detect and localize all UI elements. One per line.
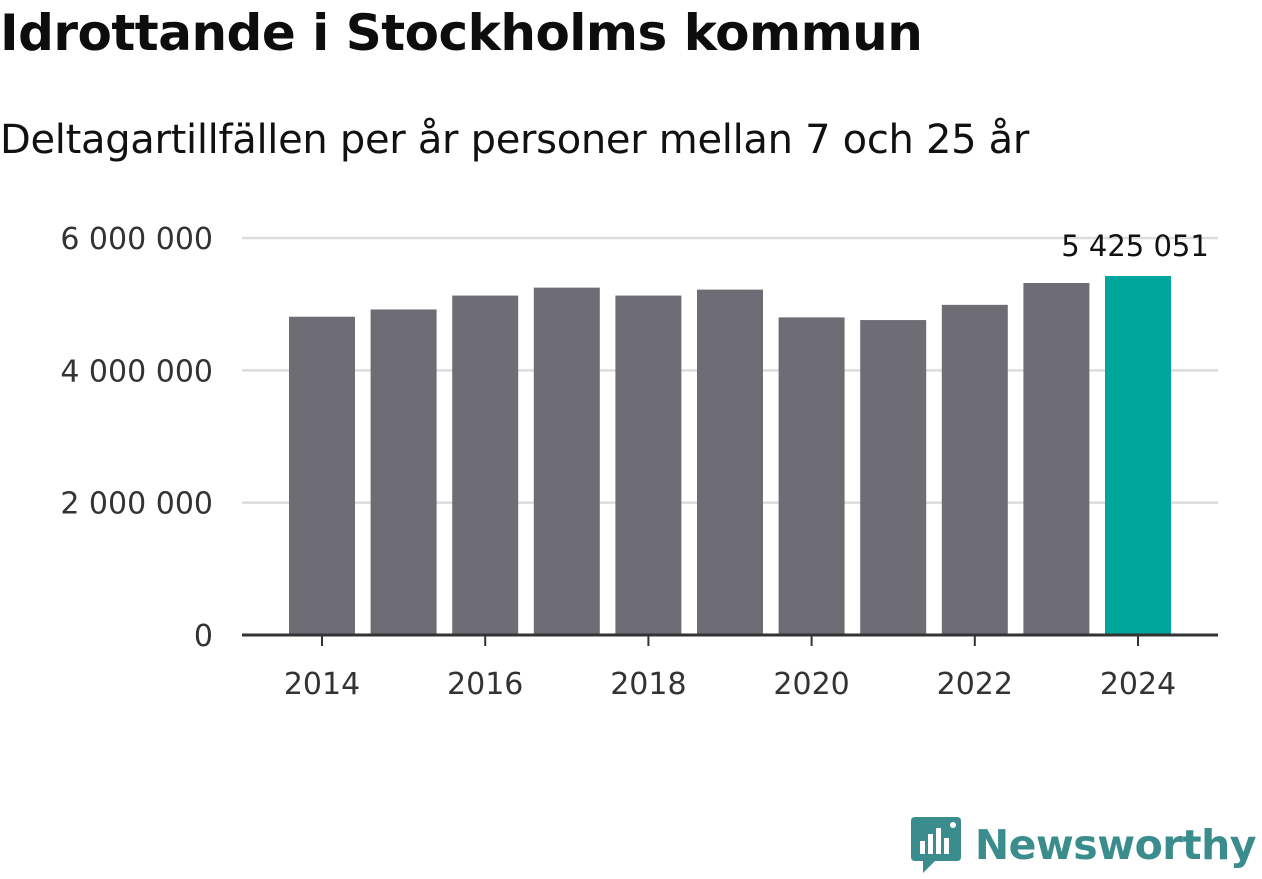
bar-2021 bbox=[860, 320, 927, 635]
y-tick-label: 4 000 000 bbox=[60, 354, 213, 389]
chart-subtitle: Deltagartillfällen per år personer mella… bbox=[0, 117, 1030, 163]
bar-highlight-2024 bbox=[1105, 276, 1171, 635]
y-tick-label: 2 000 000 bbox=[60, 487, 213, 522]
bar-2014 bbox=[289, 316, 355, 635]
bar-chart-speech-bubble-icon bbox=[910, 817, 961, 873]
bar-2023 bbox=[1023, 282, 1090, 635]
x-tick-label: 2018 bbox=[610, 667, 686, 702]
bar-2019 bbox=[697, 289, 763, 635]
y-tick-label: 0 bbox=[194, 619, 213, 654]
x-tick-label: 2020 bbox=[773, 667, 849, 702]
brand-name: Newsworthy bbox=[974, 821, 1257, 869]
axes bbox=[242, 633, 1218, 646]
y-tick-label: 6 000 000 bbox=[60, 222, 213, 257]
x-tick-label: 2016 bbox=[447, 667, 523, 702]
x-tick-label: 2014 bbox=[284, 667, 360, 702]
bar-2018 bbox=[615, 295, 682, 635]
bar-2015 bbox=[370, 309, 437, 635]
chart-title: Idrottande i Stockholms kommun bbox=[0, 4, 923, 62]
value-label-highlight: 5 425 051 bbox=[1061, 229, 1209, 263]
x-tick-label: 2024 bbox=[1100, 667, 1176, 702]
bar-2017 bbox=[533, 287, 600, 635]
bar-2022 bbox=[941, 304, 1008, 635]
bars bbox=[289, 276, 1171, 635]
bar-2016 bbox=[452, 295, 519, 635]
bar-2020 bbox=[778, 317, 845, 635]
labels: 0 2 000 000 4 000 000 6 000 000 2014 2016 2018… bbox=[60, 222, 1208, 702]
x-tick-label: 2022 bbox=[937, 667, 1013, 702]
newsworthy-logo: Newsworthy bbox=[910, 817, 1257, 873]
